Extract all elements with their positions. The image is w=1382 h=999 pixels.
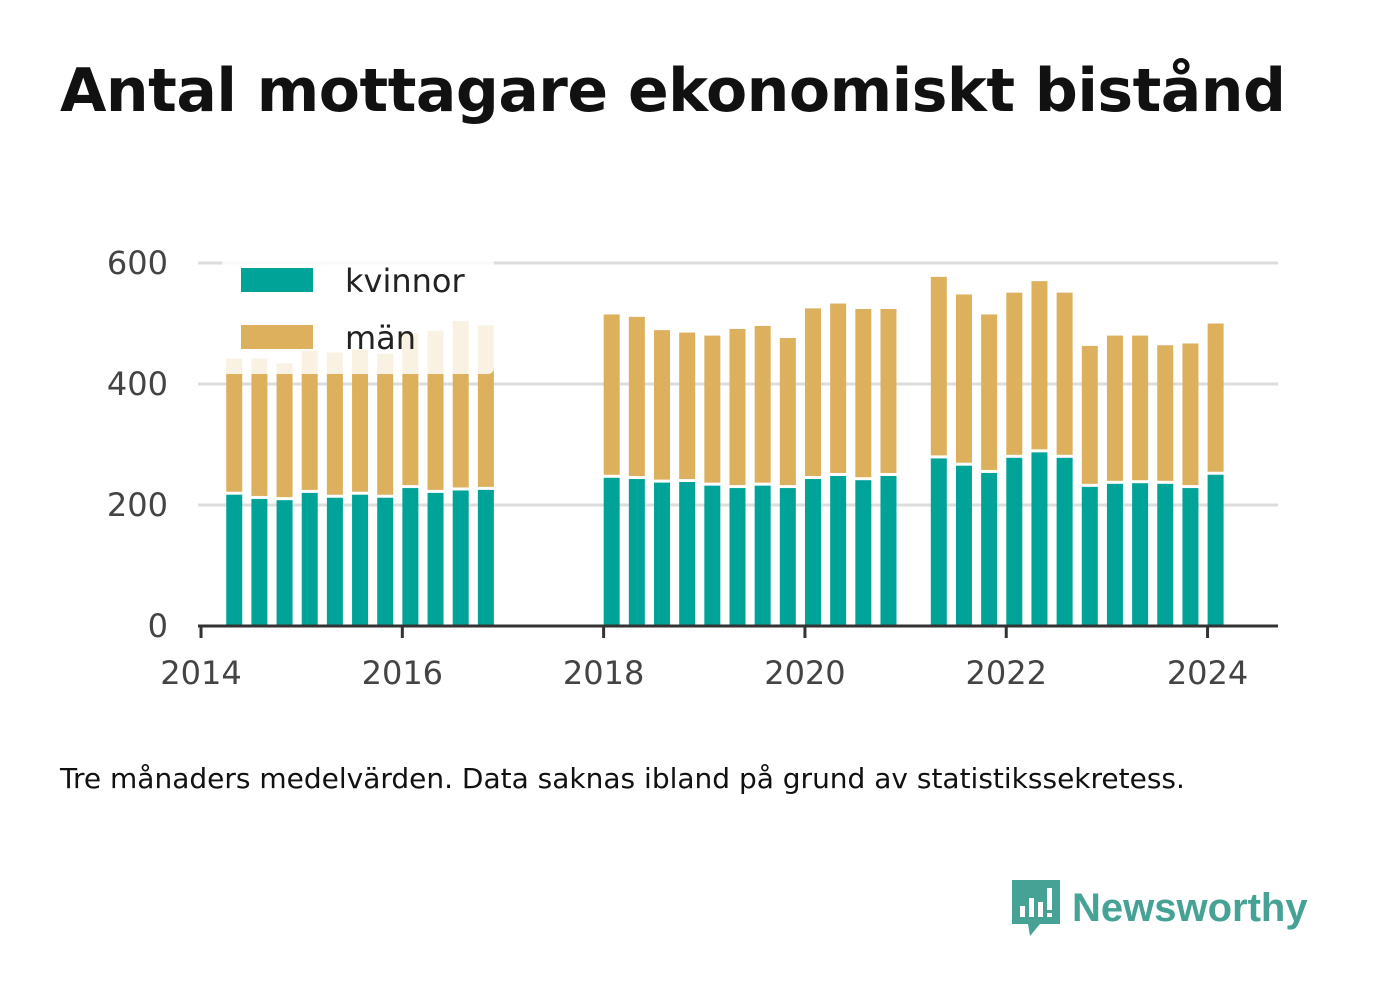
chart-title: Antal mottagare ekonomiskt bistånd	[60, 56, 1286, 126]
bar-man	[855, 308, 872, 478]
bar-man	[981, 314, 998, 470]
bar-kvinnor	[477, 489, 494, 626]
bar-kvinnor	[779, 488, 796, 626]
bar-man	[729, 328, 746, 486]
bar-man	[1207, 323, 1224, 472]
bar-kvinnor	[1031, 452, 1048, 626]
bar-kvinnor	[830, 475, 847, 626]
x-tick-label-2016: 2016	[362, 654, 443, 692]
bar-man	[779, 338, 796, 486]
logo-text: Newsworthy	[1072, 885, 1308, 930]
bar-kvinnor	[628, 478, 645, 626]
bar-kvinnor	[1157, 483, 1174, 626]
bar-kvinnor	[704, 485, 721, 626]
bar-kvinnor	[1056, 457, 1073, 626]
bar-man	[804, 308, 821, 476]
bar-man	[1157, 345, 1174, 481]
legend-label-man: män	[345, 319, 416, 357]
bar-man	[1081, 345, 1098, 484]
x-tick-label-2022: 2022	[966, 654, 1047, 692]
bar-man	[704, 335, 721, 483]
bar-man	[754, 325, 771, 483]
bar-kvinnor	[276, 500, 293, 626]
bar-kvinnor	[754, 485, 771, 626]
legend-swatch-man	[241, 325, 313, 349]
bar-man	[1132, 335, 1149, 481]
bar-kvinnor	[804, 478, 821, 626]
bar-kvinnor	[1006, 457, 1023, 626]
bar-kvinnor	[855, 480, 872, 626]
bars	[226, 276, 1224, 626]
bar-kvinnor	[679, 482, 696, 626]
bar-man	[1006, 292, 1023, 455]
bar-man	[654, 330, 671, 480]
bar-man	[603, 314, 620, 475]
bar-kvinnor	[226, 494, 243, 626]
bar-kvinnor	[880, 475, 897, 626]
bar-kvinnor	[1182, 488, 1199, 626]
bar-kvinnor	[603, 477, 620, 626]
bar-kvinnor	[654, 482, 671, 626]
x-tick-label-2018: 2018	[563, 654, 644, 692]
bar-man	[930, 276, 947, 456]
bar-man	[628, 316, 645, 476]
newsworthy-logo: Newsworthy	[1010, 878, 1308, 938]
bar-man	[1056, 292, 1073, 455]
bar-kvinnor	[1106, 483, 1123, 626]
bar-kvinnor	[1081, 486, 1098, 626]
bar-kvinnor	[377, 497, 394, 626]
axes: 0 200 400 600 2014 2016 2018 2020 2022 2024	[107, 244, 1278, 692]
bar-man	[679, 332, 696, 480]
bar-man	[1182, 343, 1199, 486]
bar-kvinnor	[301, 492, 318, 626]
legend-label-kvinnor: kvinnor	[345, 262, 466, 300]
x-tick-label-2020: 2020	[764, 654, 845, 692]
bar-kvinnor	[1207, 474, 1224, 626]
bar-man	[352, 349, 369, 492]
bar-kvinnor	[452, 490, 469, 626]
bar-kvinnor	[427, 492, 444, 626]
y-tick-label-400: 400	[107, 365, 168, 403]
bar-man	[377, 353, 394, 495]
bar-man	[830, 303, 847, 473]
bar-man	[301, 350, 318, 490]
bar-kvinnor	[955, 465, 972, 626]
bar-man	[226, 358, 243, 492]
bar-kvinnor	[352, 494, 369, 626]
bar-man	[955, 294, 972, 463]
bar-kvinnor	[1132, 483, 1149, 626]
legend-swatch-kvinnor	[241, 268, 313, 292]
bar-kvinnor	[326, 497, 343, 626]
bar-kvinnor	[402, 488, 419, 626]
x-tick-label-2024: 2024	[1167, 654, 1248, 692]
bar-kvinnor	[930, 458, 947, 626]
bar-kvinnor	[981, 472, 998, 626]
bar-man	[326, 352, 343, 495]
bar-man	[1106, 335, 1123, 481]
x-tick-label-2014: 2014	[160, 654, 241, 692]
bar-man	[251, 358, 268, 496]
y-tick-label-600: 600	[107, 244, 168, 282]
bar-kvinnor	[729, 488, 746, 626]
legend: kvinnor män	[222, 258, 494, 374]
bar-man	[276, 363, 293, 498]
bar-man	[880, 308, 897, 473]
y-tick-label-200: 200	[107, 486, 168, 524]
newsworthy-chart-bubble-icon	[1012, 880, 1060, 936]
bar-kvinnor	[251, 498, 268, 626]
bar-man	[1031, 281, 1048, 450]
footnote: Tre månaders medelvärden. Data saknas ib…	[60, 762, 1185, 795]
y-tick-label-0: 0	[148, 607, 168, 645]
